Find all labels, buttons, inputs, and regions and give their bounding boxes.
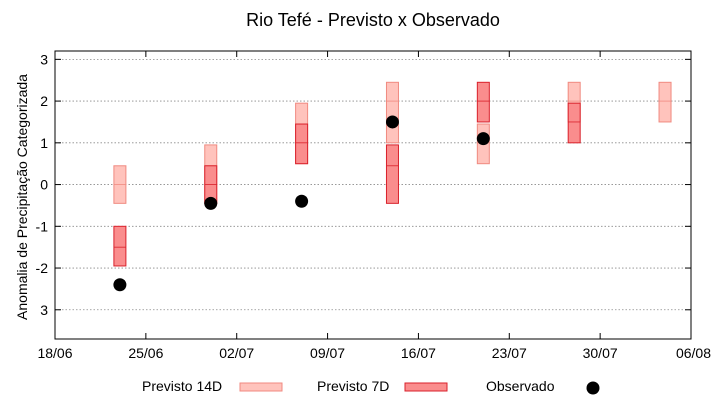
x-tick-label: 16/07 xyxy=(401,345,436,361)
observado-point xyxy=(295,194,309,208)
y-tick-label: 0 xyxy=(40,177,48,193)
previsto-7d-bar xyxy=(567,102,581,144)
y-tick-label: 1 xyxy=(40,135,48,151)
observado-point xyxy=(204,196,218,210)
y-tick-label: 3 xyxy=(40,51,48,67)
legend-label-previsto-14d: Previsto 14D xyxy=(142,378,222,394)
previsto-14d-bar xyxy=(658,81,672,123)
legend-swatch-previsto-7d xyxy=(404,382,448,392)
y-tick-label: -2 xyxy=(36,260,49,276)
previsto-7d-bar xyxy=(385,144,399,204)
y-axis-label: Anomalia de Precipitação Categorizada xyxy=(14,74,30,320)
previsto-14d-bar xyxy=(385,81,399,144)
x-tick-label: 23/07 xyxy=(492,345,527,361)
legend-label-observado: Observado xyxy=(486,378,555,394)
x-tick-label: 06/08 xyxy=(676,345,711,361)
plot-area: 3 -2 -1 0 1 2 3 18/06 25/06 02/07 09/07 16/07 23/07 3… xyxy=(36,50,711,361)
chart-title: Rio Tefé - Previsto x Observado xyxy=(246,10,500,30)
y-tick-label: -1 xyxy=(36,218,49,234)
legend: Previsto 14D Previsto 7D Observado xyxy=(142,378,600,395)
previsto-7d-bar xyxy=(295,123,309,165)
legend-swatch-observado xyxy=(586,381,600,395)
x-tick-label: 30/07 xyxy=(583,345,618,361)
x-tick-label: 18/06 xyxy=(37,345,72,361)
observado-point xyxy=(385,115,399,129)
legend-label-previsto-7d: Previsto 7D xyxy=(317,378,389,394)
previsto-7d-bar xyxy=(476,81,490,123)
observado-point xyxy=(476,132,490,146)
y-tick-label: 2 xyxy=(40,93,48,109)
x-tick-label: 02/07 xyxy=(219,345,254,361)
previsto-7d-bar xyxy=(113,225,127,267)
legend-swatch-previsto-14d xyxy=(239,382,283,392)
observado-point xyxy=(113,278,127,292)
x-tick-label: 25/06 xyxy=(128,345,163,361)
y-tick-label: 3 xyxy=(40,302,48,318)
x-tick-label: 09/07 xyxy=(310,345,345,361)
plot-border xyxy=(54,50,692,340)
